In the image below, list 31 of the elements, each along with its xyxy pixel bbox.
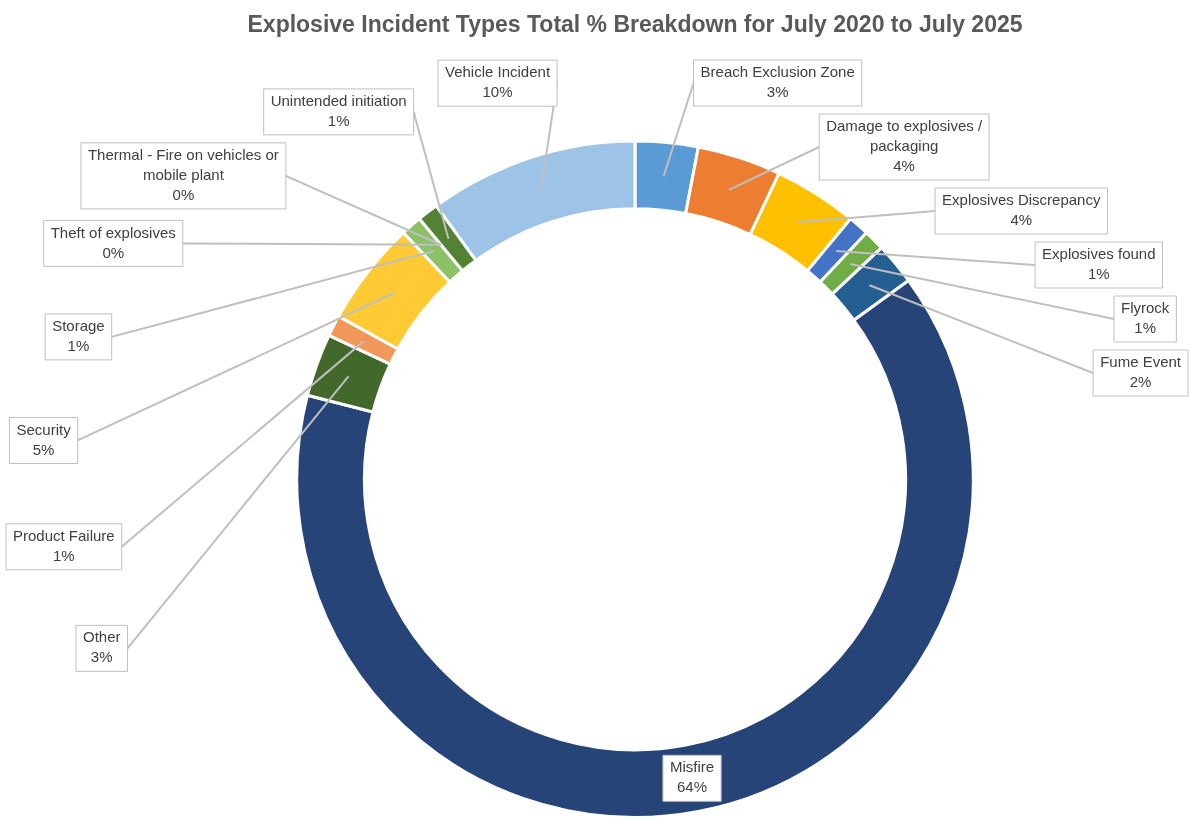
data-label: 3% (90, 648, 113, 666)
data-label: 1% (1134, 319, 1157, 337)
data-label: 4% (893, 157, 915, 175)
data-label: 10% (482, 83, 513, 101)
slice-label: Misfire (669, 758, 715, 776)
slice-label: Unintended initiation (270, 92, 407, 110)
slice-label: Explosives Discrepancy (942, 191, 1101, 209)
data-label: 1% (53, 546, 75, 564)
category-label: Theft of explosives (50, 223, 176, 241)
data-label: 2% (1129, 373, 1152, 391)
slice-label: Fume Event (1100, 353, 1182, 371)
data-label: 3% (766, 83, 789, 101)
category-label: Thermal - Fire on vehicles or mobile plant (87, 146, 279, 184)
data-label: 4% (1010, 211, 1033, 229)
slice-label: Explosives found (1042, 245, 1156, 263)
text: 0% (172, 186, 195, 204)
data-label: 1% (327, 112, 350, 130)
chart-title: Explosive Incident Types Total % Breakdown for July 2020 to July 2025 (247, 11, 1023, 38)
slice-label: Storage (52, 317, 105, 335)
slice-label: Security (16, 420, 72, 438)
slice-label: Breach Exclusion Zone (700, 63, 855, 81)
slice-label: Damage to explosives / packaging (826, 117, 983, 155)
data-label: 1% (1087, 265, 1110, 283)
data-label: 5% (32, 440, 55, 458)
slice-label: Flyrock (1121, 299, 1170, 317)
slice-label: Vehicle Incident (444, 63, 551, 81)
data-label: 1% (67, 337, 90, 355)
text: 0% (102, 243, 125, 261)
slice-label: Other (82, 628, 121, 646)
data-label: 64% (677, 778, 708, 796)
slice-label: Product Failure (13, 526, 115, 544)
